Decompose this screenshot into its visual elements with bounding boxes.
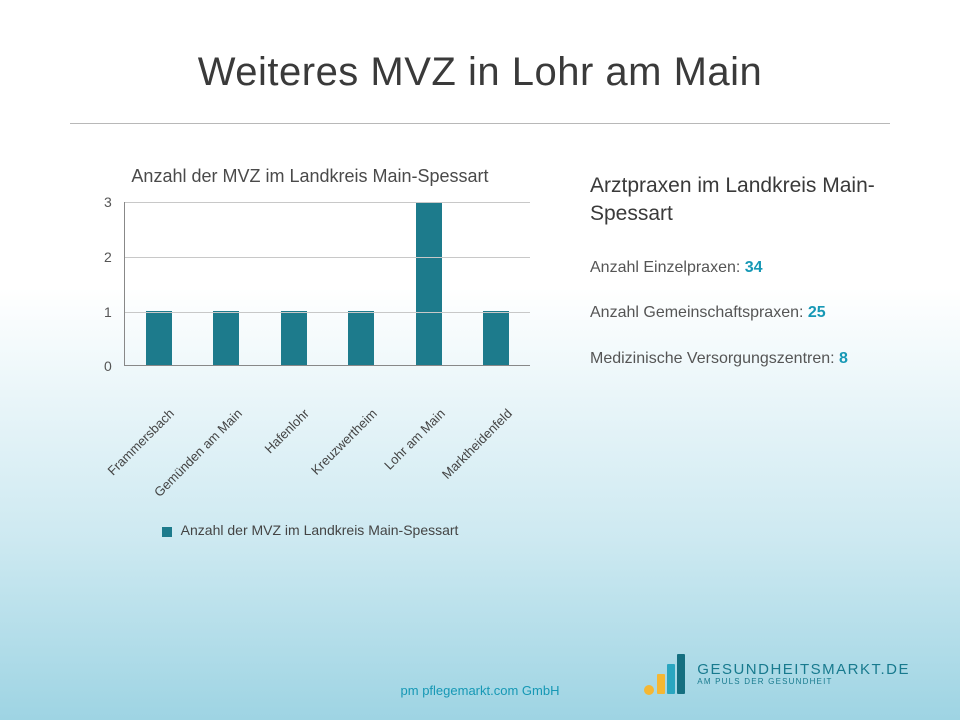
content-row: Anzahl der MVZ im Landkreis Main-Spessar… — [70, 164, 890, 538]
stats-title: Arztpraxen im Landkreis Main-Spessart — [590, 172, 890, 229]
stat-value: 25 — [808, 304, 826, 321]
bar — [416, 202, 442, 365]
y-tick-label: 3 — [104, 194, 112, 210]
stat-label: Anzahl Einzelpraxen: — [590, 259, 745, 276]
y-tick-label: 1 — [104, 304, 112, 320]
bar-slot — [260, 202, 328, 365]
stat-label: Anzahl Gemeinschaftspraxen: — [590, 304, 808, 321]
stat-label: Medizinische Versorgungszentren: — [590, 350, 839, 367]
grid-line — [125, 202, 530, 203]
chart-legend: Anzahl der MVZ im Landkreis Main-Spessar… — [70, 522, 550, 538]
slide: Weiteres MVZ in Lohr am Main Anzahl der … — [0, 0, 960, 720]
logo-sub-text: AM PULS DER GESUNDHEIT — [697, 678, 910, 686]
chart-plot-area — [124, 202, 530, 366]
page-title: Weiteres MVZ in Lohr am Main — [70, 50, 890, 95]
bar — [348, 311, 374, 365]
y-tick-label: 2 — [104, 249, 112, 265]
grid-line — [125, 312, 530, 313]
x-tick-label: Gemünden am Main — [206, 378, 254, 426]
stat-row: Anzahl Einzelpraxen: 34 — [590, 257, 890, 279]
bar-slot — [193, 202, 261, 365]
chart-title: Anzahl der MVZ im Landkreis Main-Spessar… — [70, 164, 550, 188]
title-divider — [70, 123, 890, 124]
stat-row: Anzahl Gemeinschaftspraxen: 25 — [590, 302, 890, 324]
bar-slot — [395, 202, 463, 365]
legend-swatch — [162, 527, 172, 537]
stats-panel: Arztpraxen im Landkreis Main-Spessart An… — [590, 164, 890, 538]
chart-panel: Anzahl der MVZ im Landkreis Main-Spessar… — [70, 164, 550, 538]
bar-slot — [463, 202, 531, 365]
logo-main-text: GESUNDHEITSMARKT.DE — [697, 662, 910, 678]
bar-chart: 0123 FrammersbachGemünden am MainHafenlo… — [100, 202, 530, 392]
stat-value: 8 — [839, 350, 848, 367]
stat-row: Medizinische Versorgungszentren: 8 — [590, 348, 890, 370]
bar — [483, 311, 509, 365]
bar — [281, 311, 307, 365]
y-tick-label: 0 — [104, 358, 112, 374]
x-tick-label: Hafenlohr — [274, 378, 322, 426]
logo-icon — [641, 652, 687, 696]
x-tick-label: Kreuzwertheim — [341, 378, 389, 426]
stat-value: 34 — [745, 259, 763, 276]
legend-label: Anzahl der MVZ im Landkreis Main-Spessar… — [181, 522, 459, 538]
bar — [146, 311, 172, 365]
bars-container — [125, 202, 530, 365]
stats-list: Anzahl Einzelpraxen: 34 Anzahl Gemeinscha… — [590, 257, 890, 370]
bar — [213, 311, 239, 365]
x-tick-label: Marktheidenfeld — [477, 378, 525, 426]
x-tick-label: Lohr am Main — [409, 378, 457, 426]
grid-line — [125, 257, 530, 258]
brand-logo: GESUNDHEITSMARKT.DE AM PULS DER GESUNDHE… — [641, 652, 910, 696]
bar-slot — [125, 202, 193, 365]
logo-text: GESUNDHEITSMARKT.DE AM PULS DER GESUNDHE… — [697, 662, 910, 686]
bar-slot — [328, 202, 396, 365]
x-tick-label: Frammersbach — [138, 378, 186, 426]
